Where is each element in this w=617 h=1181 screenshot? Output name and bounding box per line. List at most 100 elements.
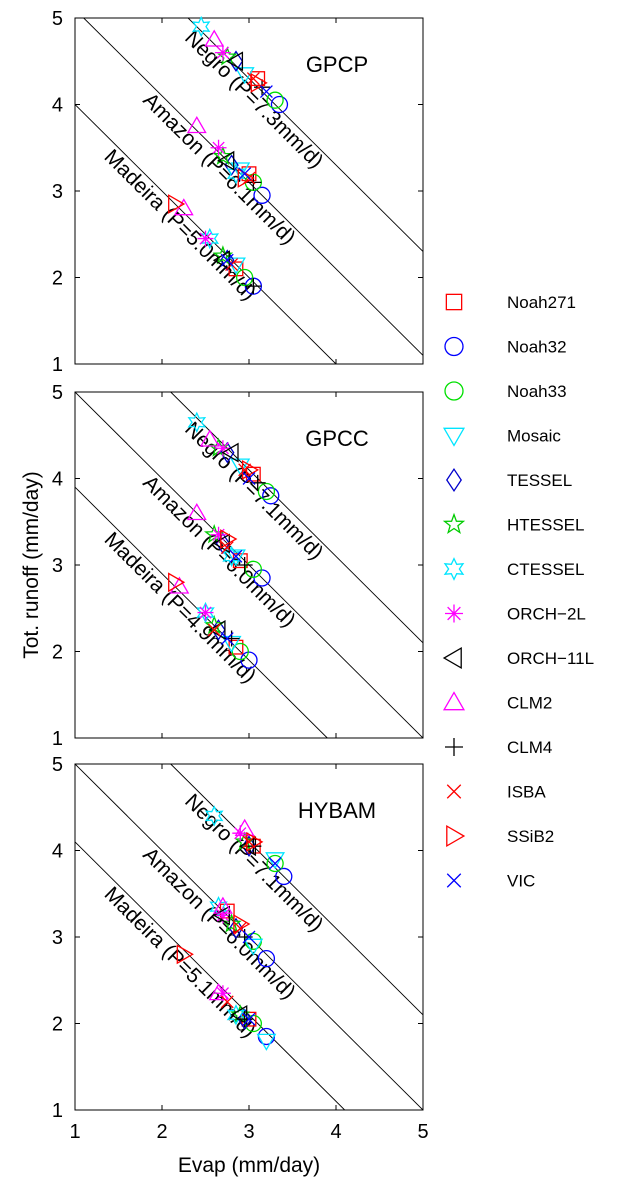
point-vic: [259, 85, 273, 98]
point-orch−2l: [197, 230, 214, 247]
y-tick-label: 3: [52, 181, 63, 203]
legend-entry: ORCH−2L: [445, 604, 586, 624]
y-tick-label: 3: [52, 927, 63, 949]
x-tick-label: 4: [330, 1121, 341, 1143]
x-tick-label: 3: [243, 1121, 254, 1143]
legend-marker-tessel: [446, 468, 462, 492]
point-ssib2: [168, 194, 186, 214]
point-clm4: [245, 278, 262, 295]
point-orch−2l: [232, 825, 249, 842]
point-vic: [268, 857, 282, 870]
y-tick-label: 2: [52, 642, 63, 664]
legend-marker-noah32: [444, 336, 464, 357]
water-balance-lines: [75, 18, 423, 364]
panel-title: HYBAM: [298, 798, 376, 823]
balance-line-0: [170, 764, 423, 1016]
legend-label: Mosaic: [507, 427, 561, 446]
point-noah32: [257, 949, 276, 968]
point-ctessel: [187, 411, 207, 434]
y-axis-title: Tot. runoff (mm/day): [20, 471, 43, 659]
point-vic: [220, 632, 234, 645]
legend-entry: Noah33: [444, 381, 567, 401]
legend-entry: HTESSEL: [442, 512, 584, 535]
point-ctessel: [226, 162, 246, 185]
legend-entry: Mosaic: [442, 427, 561, 447]
y-tick-label: 1: [52, 1100, 63, 1122]
legend-label: SSiB2: [507, 827, 554, 846]
legend-entry: CLM4: [445, 738, 552, 757]
x-axis-title: Evap (mm/day): [178, 1154, 320, 1177]
legend-label: Noah32: [507, 338, 567, 357]
point-vic: [242, 930, 256, 944]
point-orch−2l: [197, 604, 214, 621]
y-tick-label: 4: [52, 95, 63, 117]
point-clm2: [234, 818, 255, 836]
point-noah32: [275, 867, 293, 886]
legend: Noah271 Noah32 Noah33 Mosaic TESSEL HTESSEL CT…: [442, 293, 594, 891]
data-points: [168, 15, 289, 295]
legend-marker-orch−2l: [445, 604, 463, 623]
legend-entry: TESSEL: [446, 468, 572, 492]
point-isba: [220, 995, 234, 1009]
y-tick-label: 4: [52, 469, 63, 491]
y-tick-label: 5: [52, 8, 63, 30]
legend-entry: Noah32: [444, 336, 567, 357]
point-noah32: [257, 1027, 276, 1046]
point-clm2: [186, 116, 207, 134]
y-tick-label: 5: [52, 754, 63, 776]
legend-entry: CLM2: [442, 691, 552, 713]
point-clm2: [186, 503, 207, 521]
point-orch−11l: [212, 905, 230, 926]
panel-title: GPCP: [306, 52, 368, 77]
point-clm4: [249, 474, 266, 491]
point-orch−11l: [225, 51, 244, 72]
data-points: [176, 805, 293, 1051]
legend-entry: ORCH−11L: [442, 646, 594, 670]
point-mosaic: [243, 938, 264, 956]
legend-entry: Noah271: [445, 293, 576, 312]
point-noah32: [253, 186, 271, 204]
legend-label: CTESSEL: [507, 560, 584, 579]
point-clm2: [208, 983, 229, 1001]
legend-entry: ISBA: [446, 783, 546, 802]
legend-label: ORCH−2L: [507, 605, 586, 624]
legend-label: Noah271: [507, 293, 576, 312]
point-isba: [238, 463, 252, 477]
y-tick-label: 4: [52, 841, 63, 863]
point-mosaic: [230, 458, 251, 476]
point-orch−2l: [214, 907, 231, 924]
point-ctessel: [226, 1004, 246, 1026]
x-tick-label: 2: [156, 1121, 167, 1143]
legend-entry: SSiB2: [446, 824, 554, 848]
point-mosaic: [226, 257, 246, 275]
y-tick-label: 1: [52, 728, 63, 750]
point-clm4: [236, 557, 253, 573]
point-noah33: [266, 854, 284, 873]
point-orch−11l: [212, 250, 230, 271]
point-ssib2: [250, 72, 268, 93]
balance-line-2: [75, 103, 337, 364]
point-ctessel: [200, 227, 220, 250]
point-ssib2: [241, 459, 260, 480]
point-ssib2: [220, 529, 238, 549]
legend-label: Noah33: [507, 382, 567, 401]
point-orch−2l: [214, 44, 231, 61]
point-mosaic: [256, 1033, 277, 1051]
point-noah32: [262, 487, 280, 505]
point-clm4: [236, 929, 253, 945]
point-vic: [242, 1012, 256, 1026]
legend-label: VIC: [507, 872, 535, 891]
legend-marker-orch−11l: [442, 646, 462, 670]
point-vic: [242, 472, 256, 485]
y-tick-label: 3: [52, 555, 63, 577]
point-noah32: [253, 569, 271, 587]
legend-marker-ssib2: [446, 824, 466, 848]
point-ctessel: [204, 805, 224, 827]
point-htessel: [212, 145, 234, 166]
point-tessel: [237, 1008, 252, 1030]
y-tick-label: 2: [52, 268, 63, 290]
